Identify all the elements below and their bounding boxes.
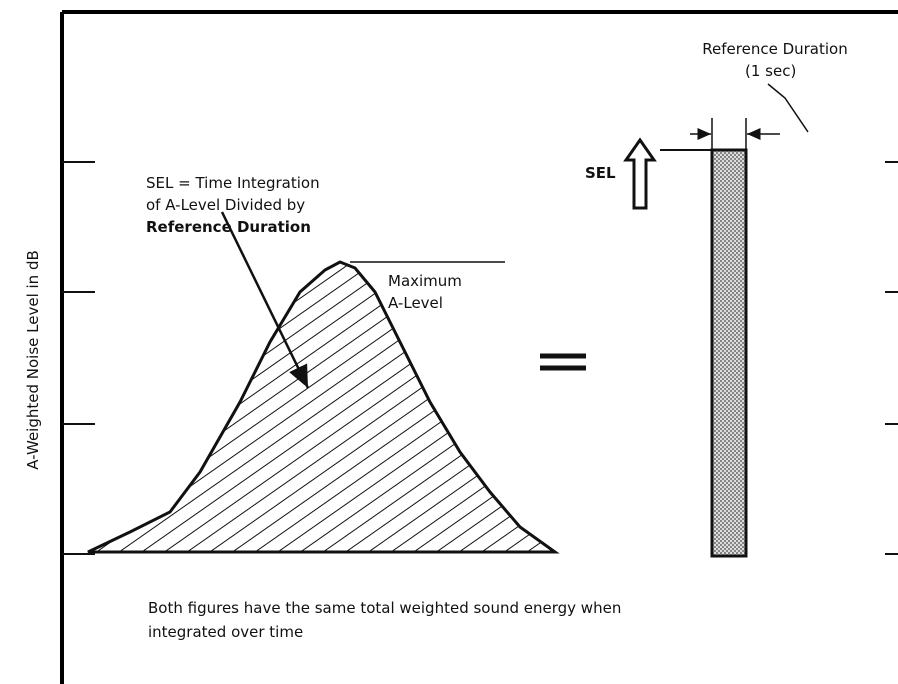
sel-bar xyxy=(710,148,748,558)
caption: Both figures have the same total weighte… xyxy=(148,599,621,617)
sel-annotation: of A-Level Divided by xyxy=(146,196,305,214)
reference-duration: Reference Duration xyxy=(702,40,847,58)
frame xyxy=(60,10,898,684)
sel-annotation: SEL = Time Integration xyxy=(146,174,320,192)
reference-value: (1 sec) xyxy=(745,62,796,80)
sel-pointer xyxy=(220,211,310,389)
equals-sign xyxy=(540,353,586,371)
sel-arrow xyxy=(623,137,657,210)
max-annotation: Maximum xyxy=(388,272,462,290)
noise-curve xyxy=(87,260,560,554)
axis-ticks xyxy=(62,161,898,555)
duration-markers xyxy=(690,83,809,150)
sel-label: SEL xyxy=(585,164,616,182)
sel-annotation: Reference Duration xyxy=(146,218,311,236)
y-axis-label: A-Weighted Noise Level in dB xyxy=(24,250,42,470)
caption: integrated over time xyxy=(148,623,303,641)
max-annotation: A-Level xyxy=(388,294,443,312)
